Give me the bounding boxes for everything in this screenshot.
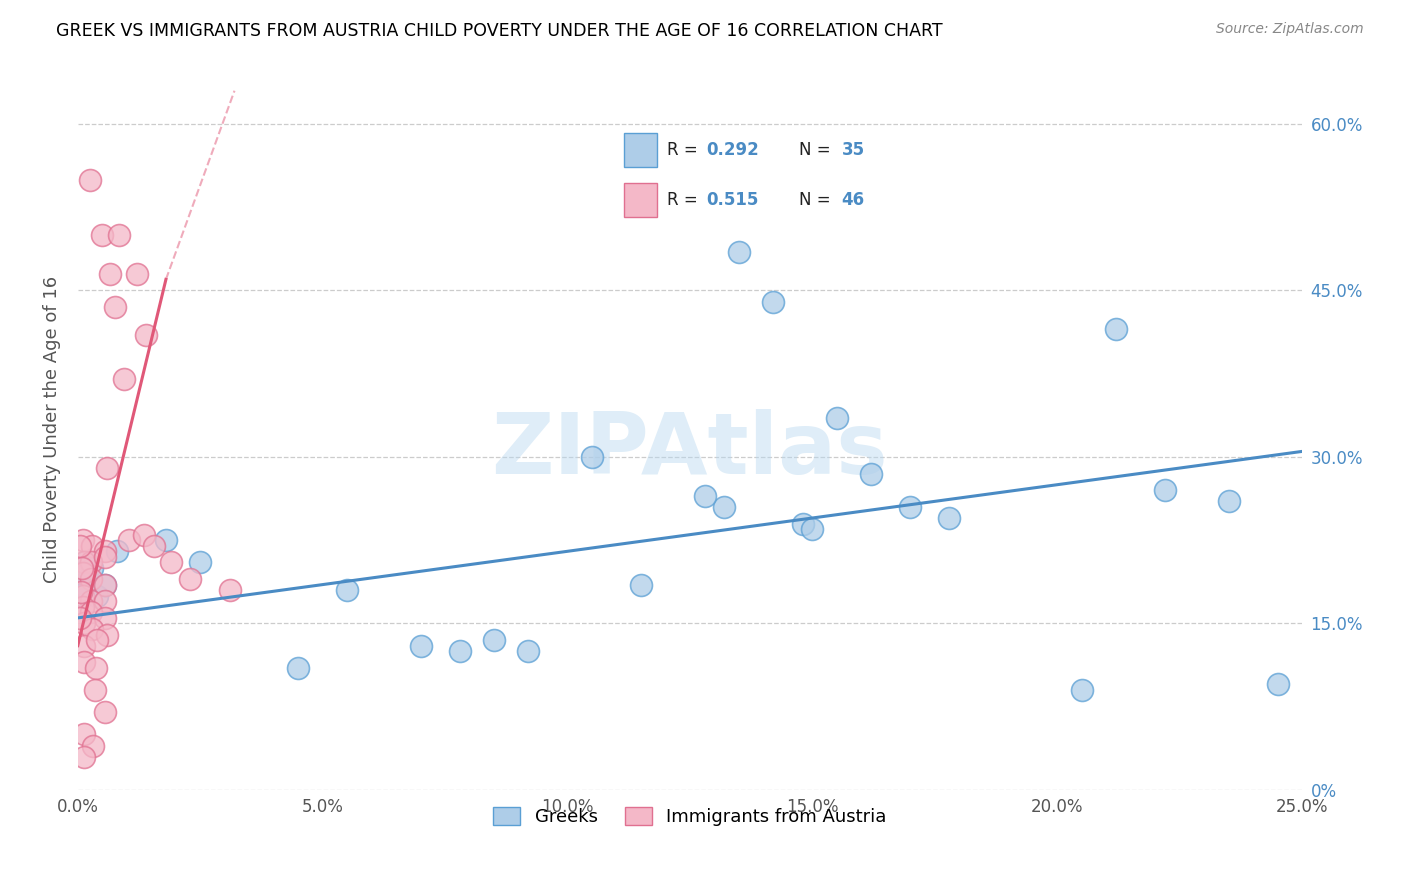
Point	[93, 577, 115, 591]
Point	[336, 583, 359, 598]
Point	[73, 616, 96, 631]
Point	[112, 372, 135, 386]
Point	[218, 583, 240, 598]
Point	[860, 467, 883, 481]
Point	[69, 611, 91, 625]
Point	[76, 572, 98, 586]
Point	[93, 544, 115, 558]
Point	[630, 577, 652, 591]
Point	[86, 661, 108, 675]
Point	[80, 594, 103, 608]
Point	[86, 589, 108, 603]
Point	[713, 500, 735, 514]
Point	[1218, 494, 1240, 508]
Point	[84, 683, 107, 698]
Point	[762, 294, 785, 309]
Point	[96, 627, 118, 641]
Point	[792, 516, 814, 531]
Point	[73, 749, 96, 764]
Point	[449, 644, 471, 658]
Point	[70, 583, 93, 598]
Point	[82, 622, 104, 636]
Point	[69, 585, 91, 599]
Point	[693, 489, 716, 503]
Point	[801, 522, 824, 536]
Point	[1267, 677, 1289, 691]
Point	[135, 327, 157, 342]
Point	[82, 561, 104, 575]
Text: GREEK VS IMMIGRANTS FROM AUSTRIA CHILD POVERTY UNDER THE AGE OF 16 CORRELATION C: GREEK VS IMMIGRANTS FROM AUSTRIA CHILD P…	[56, 22, 943, 40]
Point	[938, 511, 960, 525]
Y-axis label: Child Poverty Under the Age of 16: Child Poverty Under the Age of 16	[44, 276, 60, 582]
Point	[179, 572, 201, 586]
Point	[155, 533, 177, 548]
Point	[188, 555, 211, 569]
Text: ZIPAtlas: ZIPAtlas	[492, 409, 889, 492]
Point	[103, 300, 125, 314]
Point	[1105, 322, 1128, 336]
Text: Source: ZipAtlas.com: Source: ZipAtlas.com	[1216, 22, 1364, 37]
Point	[898, 500, 921, 514]
Point	[82, 539, 104, 553]
Point	[69, 539, 91, 553]
Point	[118, 533, 141, 548]
Point	[93, 594, 115, 608]
Point	[73, 727, 96, 741]
Point	[76, 583, 98, 598]
Point	[482, 633, 505, 648]
Point	[75, 555, 97, 569]
Point	[1070, 683, 1092, 698]
Point	[96, 461, 118, 475]
Point	[517, 644, 540, 658]
Point	[86, 633, 108, 648]
Point	[93, 611, 115, 625]
Point	[73, 555, 96, 569]
Point	[142, 539, 165, 553]
Point	[80, 555, 103, 569]
Point	[72, 599, 94, 614]
Point	[70, 561, 93, 575]
Point	[825, 411, 848, 425]
Point	[93, 705, 115, 719]
Point	[287, 661, 309, 675]
Point	[73, 655, 96, 669]
Point	[80, 572, 103, 586]
Point	[67, 566, 90, 581]
Point	[98, 267, 121, 281]
Point	[72, 533, 94, 548]
Point	[73, 639, 96, 653]
Point	[728, 244, 751, 259]
Point	[72, 589, 94, 603]
Point	[108, 227, 131, 242]
Point	[93, 549, 115, 564]
Point	[93, 577, 115, 591]
Point	[160, 555, 183, 569]
Point	[409, 639, 432, 653]
Point	[581, 450, 603, 464]
Point	[125, 267, 148, 281]
Point	[1154, 483, 1177, 498]
Legend: Greeks, Immigrants from Austria: Greeks, Immigrants from Austria	[484, 797, 896, 835]
Point	[132, 527, 155, 541]
Point	[105, 544, 128, 558]
Point	[82, 739, 104, 753]
Point	[80, 605, 103, 619]
Point	[72, 566, 94, 581]
Point	[91, 227, 114, 242]
Point	[79, 172, 101, 186]
Point	[72, 589, 94, 603]
